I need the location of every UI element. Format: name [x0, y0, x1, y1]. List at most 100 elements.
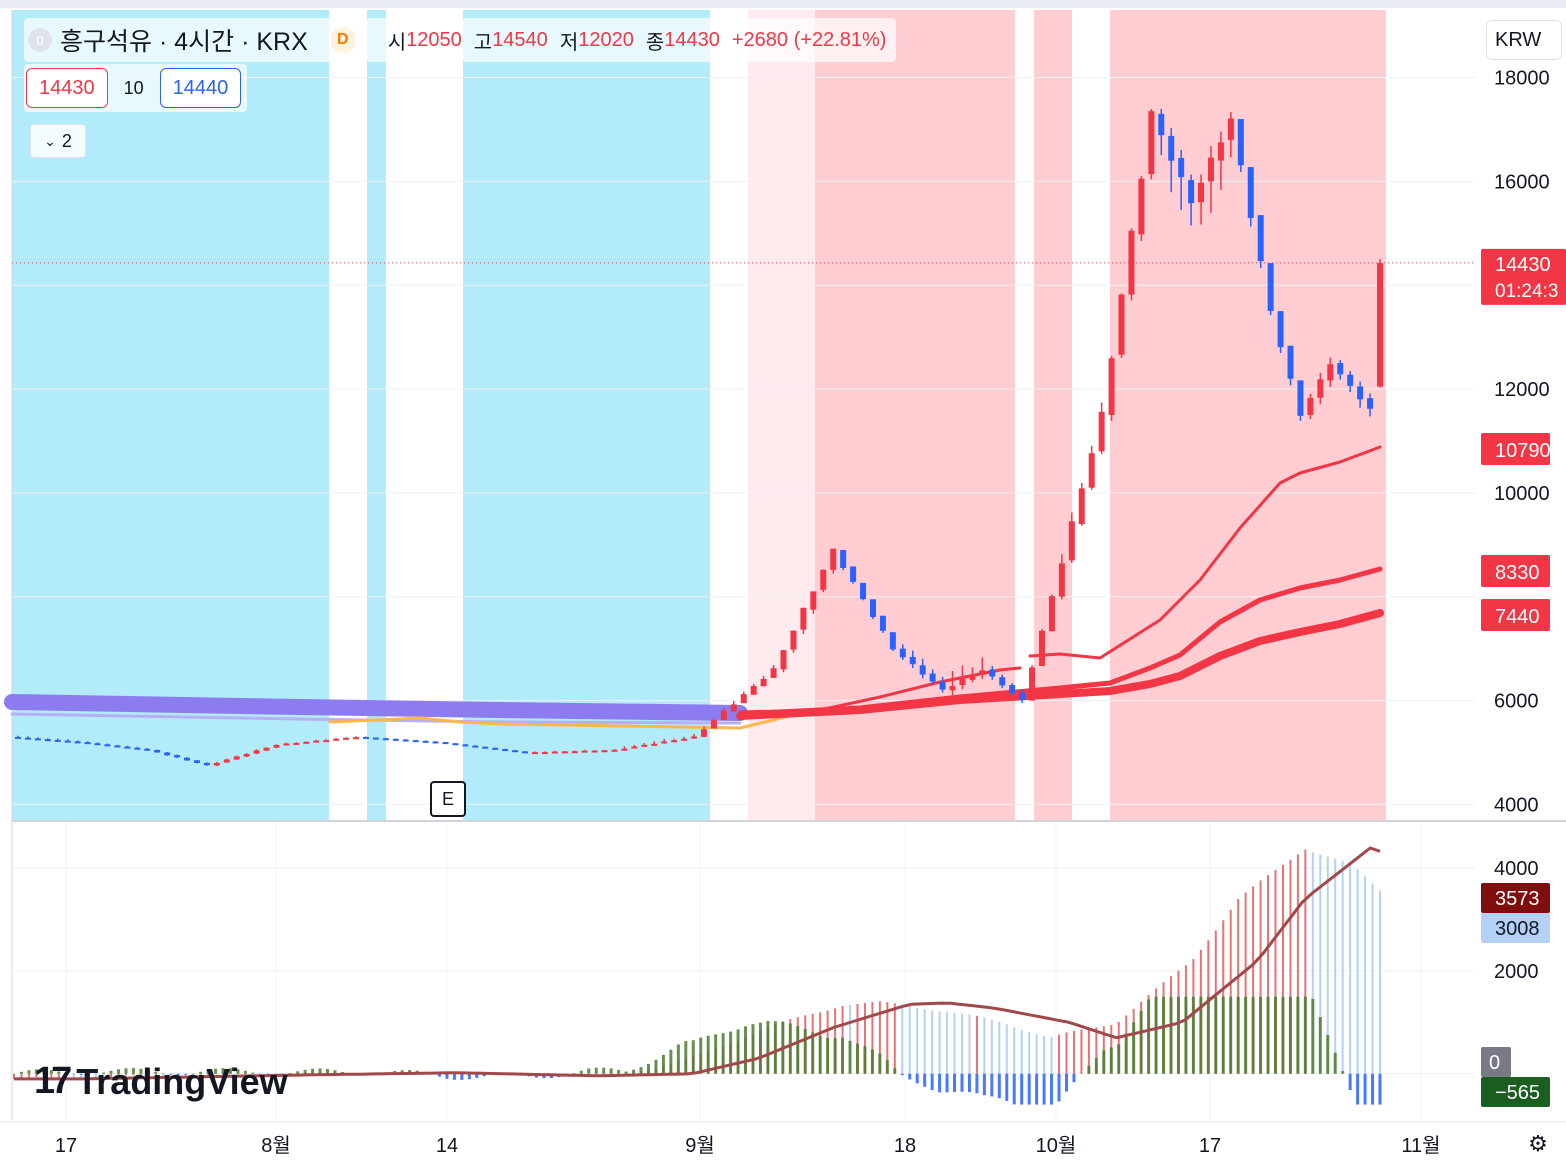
candle-5 [64, 739, 71, 743]
candle-106 [1068, 512, 1075, 563]
candle-body [1029, 667, 1036, 701]
buy-button[interactable]: 14440 [159, 68, 242, 108]
candle-31 [323, 739, 330, 743]
candle-6 [74, 740, 81, 744]
candle-28 [293, 742, 300, 745]
spread-value: 10 [123, 77, 144, 98]
candle-body [144, 748, 151, 751]
candle-body [929, 673, 936, 682]
candle-body [1038, 630, 1045, 666]
candle-88 [889, 632, 896, 651]
ma-label-value: 10790 [1495, 440, 1551, 462]
candle-body [1247, 167, 1254, 219]
candle-body [800, 607, 807, 630]
symbol-icon[interactable]: 0 [28, 28, 52, 52]
candle-117 [1178, 149, 1185, 210]
candle-33 [343, 737, 350, 740]
earnings-badge[interactable]: E [430, 781, 466, 817]
candle-14 [154, 749, 161, 753]
macd-label-bg [1481, 913, 1550, 943]
candle-65 [661, 739, 668, 744]
candle-body [74, 741, 81, 744]
candle-body [1128, 230, 1135, 295]
time-tick-1: 8월 [261, 1134, 291, 1157]
candle-body [601, 750, 608, 753]
candle-body [681, 738, 688, 741]
candle-body [1148, 111, 1155, 175]
candle-body [1317, 379, 1324, 398]
indicators-toggle-button[interactable]: ⌄ 2 [30, 124, 86, 158]
candle-body [213, 762, 220, 766]
candle-body [661, 741, 668, 744]
candle-body [54, 739, 61, 742]
price-tick-10000: 10000 [1494, 483, 1550, 505]
candle-122 [1227, 112, 1234, 158]
candle-131 [1317, 372, 1324, 405]
candle-72 [730, 701, 737, 712]
candle-55 [561, 750, 568, 754]
macd-label-value: −565 [1495, 1082, 1540, 1104]
candle-body [1287, 345, 1294, 379]
candle-2 [34, 737, 41, 741]
candle-19 [203, 762, 210, 766]
candle-111 [1118, 293, 1125, 358]
candle-35 [362, 736, 369, 739]
candle-115 [1158, 108, 1165, 156]
candle-body [740, 694, 747, 704]
candle-64 [651, 741, 658, 746]
time-tick-0: 17 [55, 1135, 77, 1157]
candle-body [1118, 294, 1125, 355]
candle-110 [1108, 355, 1115, 421]
dividend-badge-icon[interactable]: D [329, 27, 356, 53]
candle-body [293, 742, 300, 745]
candle-119 [1198, 174, 1205, 225]
candle-body [720, 710, 727, 721]
candle-body [860, 582, 867, 600]
candle-21 [223, 758, 230, 763]
open-label: 시 [387, 31, 407, 54]
candle-27 [283, 742, 290, 746]
candle-body [591, 750, 598, 753]
candle-body [889, 632, 896, 650]
candle-body [243, 754, 250, 757]
candle-97 [979, 657, 986, 679]
candle-95 [959, 665, 966, 690]
candle-58 [591, 749, 598, 753]
candle-body [1347, 374, 1354, 386]
logo-text: TradingView [76, 1060, 288, 1102]
candle-body [412, 740, 419, 743]
candle-83 [840, 550, 847, 571]
ohlc-values: 시 12050 고 14540 저 12020 종 14430 +2680 (+22.8… [376, 26, 887, 55]
candle-84 [850, 566, 857, 584]
candle-body [442, 742, 449, 745]
candle-125 [1257, 215, 1264, 269]
candle-body [581, 750, 588, 753]
candle-body [621, 748, 628, 751]
candle-1 [24, 736, 31, 740]
candle-body [333, 738, 340, 741]
sell-button[interactable]: 14430 [26, 68, 108, 108]
candle-123 [1237, 119, 1244, 172]
candle-61 [621, 746, 628, 751]
candle-37 [382, 737, 389, 741]
candle-47 [482, 746, 489, 749]
candle-124 [1247, 167, 1254, 227]
candle-46 [472, 745, 479, 748]
symbol-title[interactable]: 흥구석유 · 4시간 · KRX [60, 28, 308, 56]
tradingview-logo[interactable]: 17 TradingView [34, 1060, 288, 1103]
macd-label-bg [1481, 1077, 1550, 1107]
candle-4 [54, 738, 61, 742]
candle-body [472, 745, 479, 748]
gear-icon[interactable]: ⚙ [1528, 1131, 1548, 1156]
candle-body [631, 746, 638, 749]
currency-selector[interactable]: KRW [1486, 20, 1562, 60]
candle-body [64, 740, 71, 743]
ma-label-10790: 10790 [1481, 433, 1551, 465]
ma-label-value: 8330 [1495, 562, 1540, 584]
macd-label-3008: 3008 [1481, 913, 1550, 943]
macd-tick-4000: 4000 [1494, 858, 1539, 880]
candle-73 [740, 691, 747, 704]
candle-body [184, 757, 191, 761]
candle-100 [1009, 683, 1016, 695]
